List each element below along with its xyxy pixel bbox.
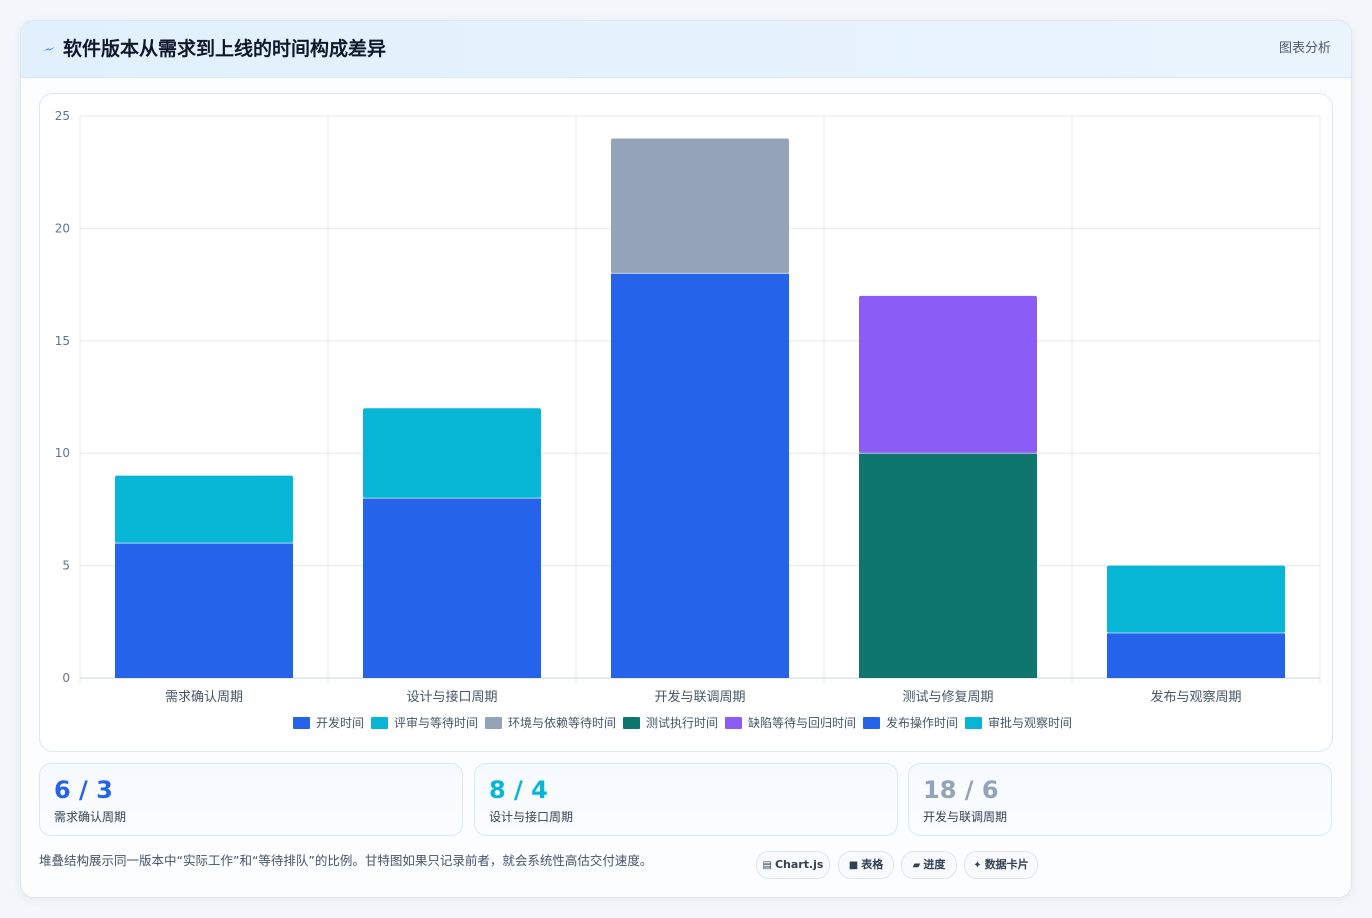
page-title: 软件版本从需求到上线的时间构成差异	[63, 38, 387, 60]
legend-label: 测试执行时间	[646, 715, 718, 730]
legend-label: 发布操作时间	[886, 715, 958, 730]
chip-label: 数据卡片	[984, 858, 1029, 871]
legend-swatch	[485, 717, 502, 729]
y-tick-label: 25	[55, 109, 70, 123]
legend-swatch	[863, 717, 880, 729]
x-tick-label: 测试与修复周期	[902, 690, 993, 705]
bar-segment	[611, 138, 789, 274]
footer-note: 堆叠结构展示同一版本中“实际工作”和“等待排队”的比例。甘特图如果只记录前者，就…	[39, 853, 653, 868]
legend-label: 审批与观察时间	[988, 715, 1072, 730]
y-tick-label: 5	[62, 559, 70, 573]
bar-segment	[1107, 633, 1285, 678]
chart-card: 软件版本从需求到上线的时间构成差异 图表分析 0 5 10 15 20 25 需求确认周期设…	[20, 20, 1352, 898]
bar-segment	[363, 498, 541, 678]
legend-swatch	[965, 717, 982, 729]
x-tick-label: 发布与观察周期	[1150, 689, 1241, 705]
stat-value: 6 / 3	[54, 776, 113, 804]
bar-segment	[859, 295, 1037, 454]
analysis-tag[interactable]: 图表分析	[1278, 41, 1331, 56]
legend-swatch	[725, 717, 742, 729]
x-tick-label: 开发与联调周期	[654, 689, 745, 705]
table-icon: ■	[848, 860, 859, 871]
y-tick-label: 15	[55, 334, 70, 348]
stat-card-3: 18 / 6 开发与联调周期	[908, 763, 1332, 836]
chart-panel: 0 5 10 15 20 25 需求确认周期 设计与接口周期 开发与联调周期 测试与修复周期 发布与…	[39, 93, 1333, 752]
sparkle-icon: ✦	[973, 860, 982, 871]
bar-segment	[859, 453, 1037, 678]
stat-value: 18 / 6	[923, 776, 999, 804]
bar-segment	[115, 543, 293, 678]
stat-label: 设计与接口周期	[489, 810, 574, 824]
legend-swatch	[371, 717, 388, 729]
chip-datacard[interactable]: ✦ 数据卡片	[964, 851, 1038, 879]
chip-label: Chart.js	[774, 858, 824, 871]
chip-progress[interactable]: ▰ 进度	[901, 851, 957, 879]
stat-label: 需求确认周期	[54, 810, 127, 824]
legend-label: 环境与依赖等待时间	[508, 715, 616, 730]
legend-label: 缺陷等待与回归时间	[748, 715, 856, 730]
x-tick-label: 设计与接口周期	[406, 689, 497, 705]
chip-label: 表格	[861, 858, 884, 871]
card-header: 软件版本从需求到上线的时间构成差异 图表分析	[21, 21, 1351, 78]
y-tick-label: 10	[55, 446, 70, 460]
x-tick-label: 需求确认周期	[165, 690, 243, 705]
chart-icon: ▤	[762, 860, 772, 871]
stacked-bar-chart: 0 5 10 15 20 25 需求确认周期 设计与接口周期 开发与联调周期 测试与修复周期 发布与…	[55, 109, 1321, 730]
bar-segment	[363, 408, 541, 499]
legend-label: 评审与等待时间	[394, 715, 478, 730]
legend-swatch	[293, 717, 310, 729]
stat-card-1: 6 / 3 需求确认周期	[39, 763, 463, 836]
y-tick-label: 20	[55, 221, 70, 235]
progress-icon: ▰	[912, 860, 921, 871]
y-tick-label: 0	[62, 671, 70, 685]
chip-table[interactable]: ■ 表格	[838, 851, 894, 879]
bar-segment	[611, 273, 789, 678]
legend-label: 开发时间	[316, 715, 364, 730]
stat-label: 开发与联调周期	[923, 810, 1008, 824]
bar-segment	[1107, 565, 1285, 634]
bar-segment	[115, 475, 293, 544]
chip-label: 进度	[923, 858, 946, 871]
legend-swatch	[623, 717, 640, 729]
lightning-icon	[43, 47, 55, 51]
chip-chartjs[interactable]: ▤ Chart.js	[756, 851, 830, 879]
stat-value: 8 / 4	[489, 776, 548, 804]
stat-card-2: 8 / 4 设计与接口周期	[474, 763, 898, 836]
